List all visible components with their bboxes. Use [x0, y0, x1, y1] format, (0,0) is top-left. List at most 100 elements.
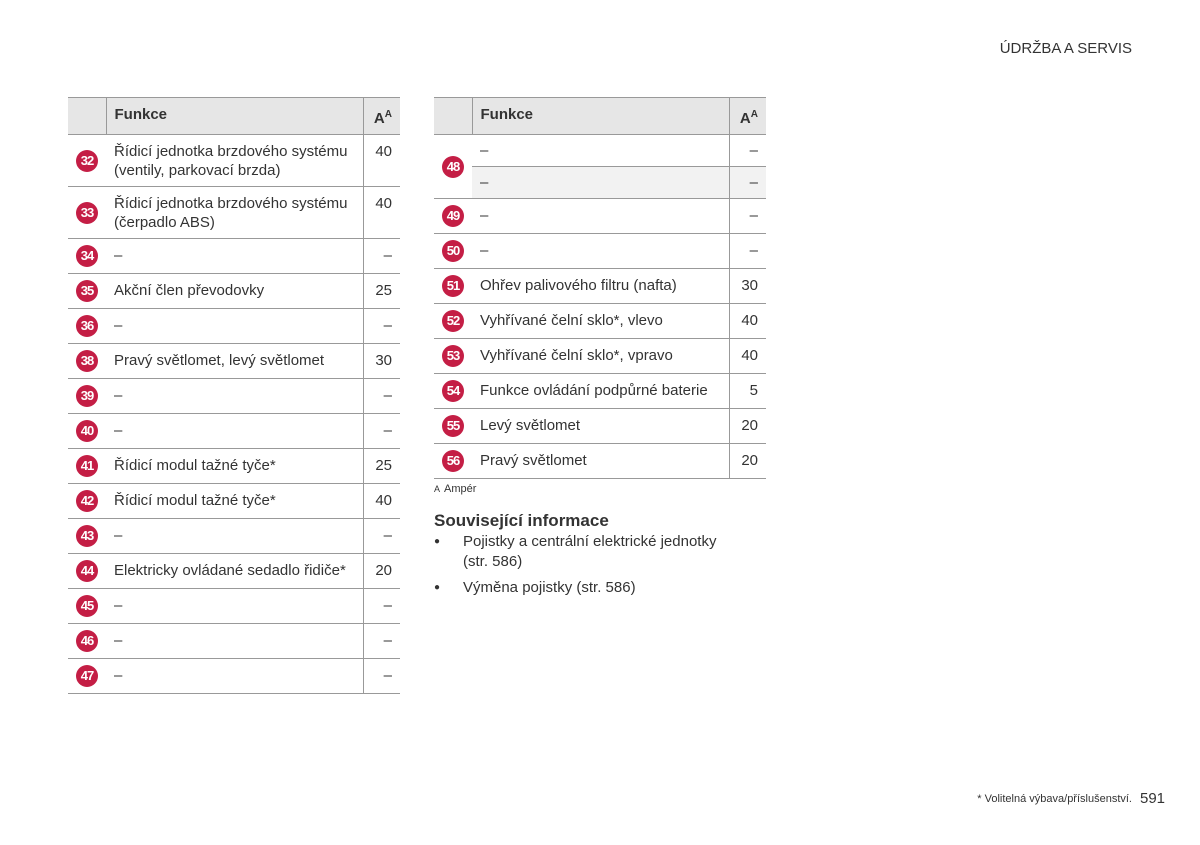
footnote-mark: A: [434, 484, 441, 494]
fuse-function: Vyhřívané čelní sklo*, vlevo: [472, 303, 729, 339]
fuse-function: –: [106, 308, 363, 344]
fuse-number-cell: 35: [68, 273, 106, 309]
fuse-number-cell: 43: [68, 518, 106, 554]
fuse-number: 42: [76, 490, 98, 512]
fuse-row: 41 Řídicí modul tažné tyče* 25: [68, 448, 400, 484]
footer-note: * Volitelná výbava/příslušenství.: [977, 793, 1132, 805]
fuse-number-cell: 34: [68, 238, 106, 274]
fuse-row: 39– –: [68, 378, 400, 414]
fuse-row: 44 Elektricky ovládané sedadlo řidiče* 20: [68, 553, 400, 589]
fuse-row: 42 Řídicí modul tažné tyče* 40: [68, 483, 400, 519]
fuse-number-cell: 52: [434, 303, 472, 339]
fuse-number: 36: [76, 315, 98, 337]
fuse-row: 53 Vyhřívané čelní sklo*, vpravo 40: [434, 338, 766, 374]
fuse-number: 43: [76, 525, 98, 547]
fuse-function: –: [106, 238, 363, 274]
fuse-amps: 25: [362, 448, 400, 484]
fuse-number: 46: [76, 630, 98, 652]
fuse-number-cell: 40: [68, 413, 106, 449]
fuse-amps: –: [362, 588, 400, 624]
fuse-number: 32: [76, 149, 98, 172]
fuse-function: –: [472, 166, 729, 199]
fuse-amps: 40: [728, 303, 766, 339]
fuse-number: 38: [76, 350, 98, 372]
header-row: Funkce AA: [434, 97, 766, 135]
fuse-number: 35: [76, 280, 98, 302]
footnote: A Ampér: [434, 483, 476, 495]
related-item: ● Pojistky a centrální elektrické jednotk…: [434, 532, 734, 572]
fuse-number: 40: [76, 420, 98, 442]
fuse-function: Řídicí jednotka brzdového systému (čerpa…: [106, 186, 363, 239]
num-head: [434, 97, 472, 135]
fuse-function: –: [472, 233, 729, 269]
fuse-row: 51 Ohřev palivového filtru (nafta) 30: [434, 268, 766, 304]
fuse-row: – –: [434, 166, 766, 199]
fuse-number-cell: 56: [434, 443, 472, 479]
fuse-row: 48– –: [434, 134, 766, 199]
amps-unit: A: [373, 110, 385, 127]
fuse-row: 52 Vyhřívané čelní sklo*, vlevo 40: [434, 303, 766, 339]
fuse-number-cell: 36: [68, 308, 106, 344]
header-row: Funkce AA: [68, 97, 400, 135]
fuse-row: 55 Levý světlomet 20: [434, 408, 766, 444]
related-list: ● Pojistky a centrální elektrické jednotk…: [434, 532, 734, 604]
fuse-function: –: [106, 518, 363, 554]
fuse-number: 49: [442, 205, 464, 227]
related-link: Výměna pojistky (str. 586): [463, 579, 636, 596]
fuse-number: 39: [76, 385, 98, 407]
related-item: ● Výměna pojistky (str. 586): [434, 578, 734, 598]
fuse-row: 45– –: [68, 588, 400, 624]
fuse-number: 56: [442, 450, 464, 472]
fuse-function: –: [106, 623, 363, 659]
fuse-function: Elektricky ovládané sedadlo řidiče*: [106, 553, 363, 589]
fuse-amps: 30: [362, 343, 400, 379]
fuse-function: Pravý světlomet: [472, 443, 729, 479]
fuse-amps: –: [728, 166, 766, 199]
fuse-number-cell: 54: [434, 373, 472, 409]
fuse-function: Řídicí jednotka brzdového systému (venti…: [106, 134, 363, 187]
page-number: 591: [1140, 790, 1166, 807]
fuse-function: –: [106, 413, 363, 449]
fuse-row: 49– –: [434, 198, 766, 234]
fuse-number: 33: [76, 201, 98, 224]
fuse-amps: 40: [362, 186, 400, 239]
fuse-number-cell: 32: [68, 134, 106, 187]
fuse-table: Funkce AA 48– – – –49– –50– –51 Ohřev palivového…: [434, 97, 766, 479]
fuse-number: 45: [76, 595, 98, 617]
fuse-amps: –: [362, 238, 400, 274]
fuse-row: 47– –: [68, 658, 400, 694]
fuse-number-cell: 38: [68, 343, 106, 379]
fuse-amps: –: [728, 198, 766, 234]
fuse-function: Řídicí modul tažné tyče*: [106, 448, 363, 484]
fuse-number-cell: 33: [68, 186, 106, 239]
fuse-number: 52: [442, 310, 464, 332]
fuse-function: –: [472, 134, 729, 167]
fuse-function: –: [472, 198, 729, 234]
fuse-row: 50– –: [434, 233, 766, 269]
fuse-amps: –: [728, 134, 766, 167]
fuse-amps: –: [362, 413, 400, 449]
function-head: Funkce: [105, 97, 363, 135]
fuse-table: Funkce AA 32 Řídicí jednotka brzdového syst…: [68, 97, 400, 694]
fuse-number: 51: [442, 275, 464, 297]
amps-head: AA: [362, 97, 400, 135]
fuse-function: Vyhřívané čelní sklo*, vpravo: [472, 338, 729, 374]
fuse-number: 48: [442, 155, 464, 178]
fuse-function: Levý světlomet: [472, 408, 729, 444]
fuse-row: 43– –: [68, 518, 400, 554]
amps-unit: A: [739, 110, 751, 127]
fuse-row: 34– –: [68, 238, 400, 274]
fuse-amps: 25: [362, 273, 400, 309]
fuse-amps: 20: [362, 553, 400, 589]
fuse-amps: 40: [362, 134, 400, 187]
bullet: ●: [434, 582, 441, 593]
fuse-number-cell: 42: [68, 483, 106, 519]
fuse-number-cell: 48: [434, 134, 472, 199]
fuse-amps: –: [362, 378, 400, 414]
fuse-row: 54 Funkce ovládání podpůrné baterie 5: [434, 373, 766, 409]
num-head: [68, 97, 106, 135]
amps-note: A: [750, 109, 758, 120]
fuse-amps: –: [362, 518, 400, 554]
fuse-function: Pravý světlomet, levý světlomet: [106, 343, 363, 379]
fuse-function: –: [106, 588, 363, 624]
